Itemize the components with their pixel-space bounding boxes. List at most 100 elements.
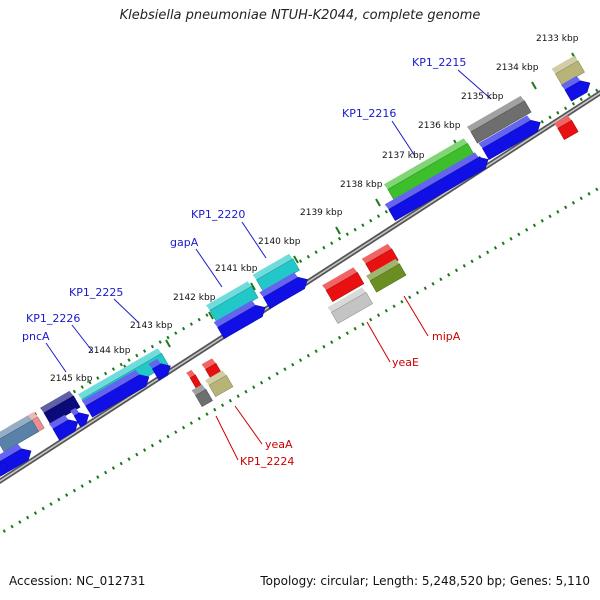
gene-mipA <box>366 258 407 293</box>
gene-features <box>0 55 591 477</box>
gene-blue-3 <box>384 152 489 222</box>
gene-top-face <box>77 348 162 400</box>
major-tick <box>293 255 299 264</box>
footer-info: Topology: circular; Length: 5,248,520 bp… <box>260 574 590 588</box>
gene-front-face <box>256 258 300 292</box>
text-labels: 2133 kbp 2134 kbp 2135 kbp 2136 kbp 2137 kbp… <box>22 34 579 468</box>
gene-blue-9 <box>70 407 90 428</box>
gene-blue-7 <box>81 369 150 418</box>
major-tick <box>250 282 256 291</box>
tick-label: 2135 kbp <box>461 92 504 102</box>
tick-label: 2142 kbp <box>173 293 216 303</box>
label-leader <box>113 298 139 323</box>
gene-label: gapA <box>170 236 199 249</box>
gene-front-face <box>209 285 259 323</box>
dotted-track-lines <box>0 86 600 536</box>
major-tick <box>335 226 341 235</box>
tick-label: 2133 kbp <box>536 34 579 44</box>
gene-front-face <box>85 374 150 418</box>
tick-label: 2144 kbp <box>88 346 131 356</box>
gene-red-rev-1 <box>553 115 579 141</box>
footer-accession: Accession: NC_012731 <box>9 574 146 588</box>
tick-label: 2137 kbp <box>382 151 425 161</box>
gene-top-face <box>81 369 140 406</box>
tick-label: 2134 kbp <box>496 63 539 73</box>
gene-blue-6 <box>148 358 171 381</box>
gene-label: KP1_2226 <box>26 312 80 325</box>
gene-blue-4 <box>259 272 308 310</box>
gene-front-face <box>555 60 585 86</box>
map-title: Klebsiella pneumoniae NTUH-K2044, comple… <box>119 8 481 23</box>
gene-top-face <box>366 258 400 281</box>
label-leader <box>241 221 267 259</box>
gene-top-face <box>551 55 579 74</box>
label-leader <box>391 120 416 157</box>
gene-red-rev-2 <box>361 243 399 276</box>
gene-front-face <box>325 271 365 303</box>
label-leader <box>195 248 223 288</box>
gene-front-face <box>217 305 266 340</box>
gene-top-face <box>205 281 252 311</box>
gene-label: KP1_2220 <box>191 208 245 221</box>
gene-blue-11 <box>0 462 8 477</box>
tick-label: 2139 kbp <box>300 208 343 218</box>
inner-dotted-track <box>0 185 600 536</box>
gene-red-rev-3 <box>322 267 365 303</box>
gene-front-face <box>388 157 489 222</box>
label-leader <box>366 321 391 363</box>
gene-front-face <box>470 100 532 144</box>
outer-dotted-track <box>0 86 600 437</box>
gene-front-face <box>369 263 407 293</box>
gene-top-face <box>148 358 162 369</box>
gene-front-face <box>482 120 541 161</box>
gene-KP1_2215 <box>466 95 532 144</box>
gene-label: mipA <box>432 330 461 343</box>
label-leader <box>45 342 67 373</box>
gene-top-face <box>327 287 367 313</box>
gene-front-face <box>43 395 81 425</box>
gene-front-face <box>564 80 591 102</box>
gene-top-face <box>201 358 216 370</box>
tick-label: 2136 kbp <box>418 121 461 131</box>
gene-top-face <box>361 243 392 264</box>
major-tick <box>375 198 381 207</box>
tick-label: 2145 kbp <box>50 374 93 384</box>
gene-pncA <box>40 390 81 425</box>
label-leader <box>234 405 263 445</box>
label-leader <box>71 324 94 353</box>
major-tick <box>531 81 537 90</box>
label-leader <box>215 415 239 461</box>
gene-blue-1 <box>560 75 591 102</box>
gene-yeaE <box>327 287 373 325</box>
major-tick <box>165 339 171 348</box>
gene-label: KP1_2216 <box>342 107 396 120</box>
gene-front-face <box>73 412 90 428</box>
gene-top-face <box>0 443 22 462</box>
gene-KP1_2224 <box>191 384 213 408</box>
gene-blue-5 <box>213 300 266 340</box>
gene-top-face <box>560 75 581 90</box>
gene-front-face <box>0 462 8 477</box>
gene-top-face <box>205 370 227 386</box>
gene-top-face <box>466 95 525 132</box>
gene-top-face <box>384 152 479 210</box>
gene-top-face <box>478 115 531 149</box>
tick-label: 2141 kbp <box>215 264 258 274</box>
gene-front-face <box>331 291 373 325</box>
gene-top-face <box>48 414 69 429</box>
gene-khaki-2215 <box>551 55 585 86</box>
gene-label: KP1_2224 <box>240 455 294 468</box>
gene-yeaA <box>205 370 234 398</box>
gene-front-face <box>152 363 171 381</box>
gene-front-face <box>365 248 399 276</box>
gene-front-face <box>557 119 579 141</box>
gene-top-face <box>191 384 206 396</box>
gene-KP1_2220 <box>252 253 300 292</box>
gene-label: pncA <box>22 330 50 343</box>
gene-front-face <box>195 388 213 408</box>
gene-top-face <box>213 300 256 328</box>
gene-front-face <box>208 374 234 398</box>
gene-label: KP1_2225 <box>69 286 123 299</box>
label-leader <box>457 69 492 100</box>
